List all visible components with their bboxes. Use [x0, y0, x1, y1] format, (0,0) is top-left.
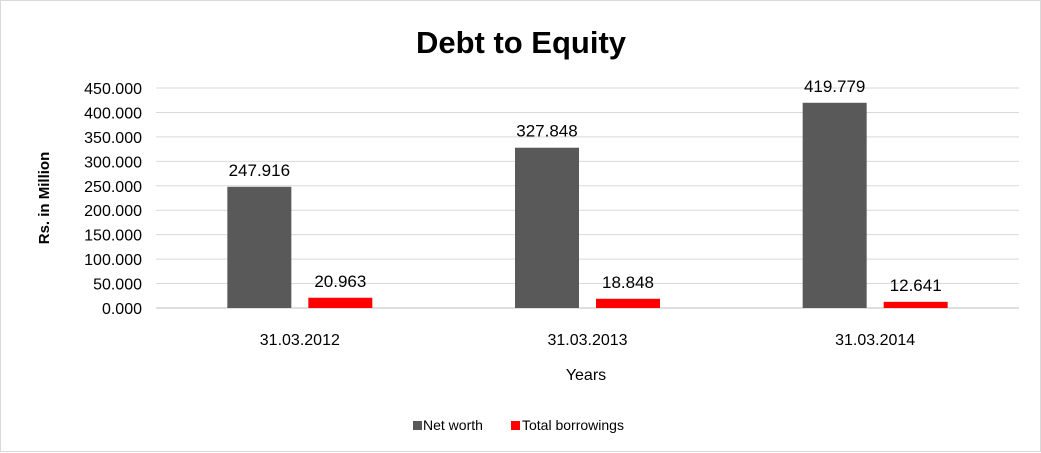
data-label: 12.641: [890, 276, 942, 295]
bar-net-worth: [227, 186, 292, 308]
y-tick-label: 100.000: [84, 252, 142, 269]
gridlines: [156, 87, 1019, 309]
x-category-label: 31.03.2013: [547, 332, 627, 349]
y-axis-ticks: 0.000 50.000 100.000 150.000 200.000 250.000 3…: [84, 81, 142, 318]
x-axis-title: Years: [566, 367, 606, 384]
y-tick-label: 200.000: [84, 203, 142, 220]
bar-net-worth: [802, 102, 867, 308]
x-category-label: 31.03.2012: [260, 332, 340, 349]
legend: Net worth Total borrowings: [413, 417, 624, 433]
data-labels: 247.916 20.963 327.848 18.848 419.779 12.641: [229, 77, 942, 295]
x-axis-categories: 31.03.2012 31.03.2013 31.03.2014: [260, 332, 916, 349]
bar-total-borrowings: [308, 297, 373, 308]
chart-title: Debt to Equity: [416, 25, 627, 60]
y-tick-label: 450.000: [84, 81, 142, 98]
bars: [227, 102, 948, 308]
y-axis-title: Rs. in Million: [36, 152, 53, 245]
y-tick-label: 150.000: [84, 228, 142, 245]
data-label: 20.963: [314, 272, 366, 291]
y-tick-label: 0.000: [102, 301, 142, 318]
data-label: 247.916: [229, 161, 290, 180]
data-label: 419.779: [804, 77, 865, 96]
legend-label-total-borrowings: Total borrowings: [522, 417, 624, 433]
y-tick-label: 350.000: [84, 130, 142, 147]
y-tick-label: 300.000: [84, 154, 142, 171]
bar-total-borrowings: [596, 298, 660, 308]
y-tick-label: 50.000: [93, 277, 142, 294]
y-tick-label: 400.000: [84, 105, 142, 122]
legend-swatch-total-borrowings: [511, 421, 520, 430]
legend-label-net-worth: Net worth: [423, 417, 483, 433]
data-label: 327.848: [516, 122, 577, 141]
bar-total-borrowings: [883, 301, 948, 308]
bar-net-worth: [515, 147, 579, 308]
y-tick-label: 250.000: [84, 179, 142, 196]
x-category-label: 31.03.2014: [835, 332, 915, 349]
legend-swatch-net-worth: [413, 421, 422, 430]
data-label: 18.848: [602, 273, 654, 292]
